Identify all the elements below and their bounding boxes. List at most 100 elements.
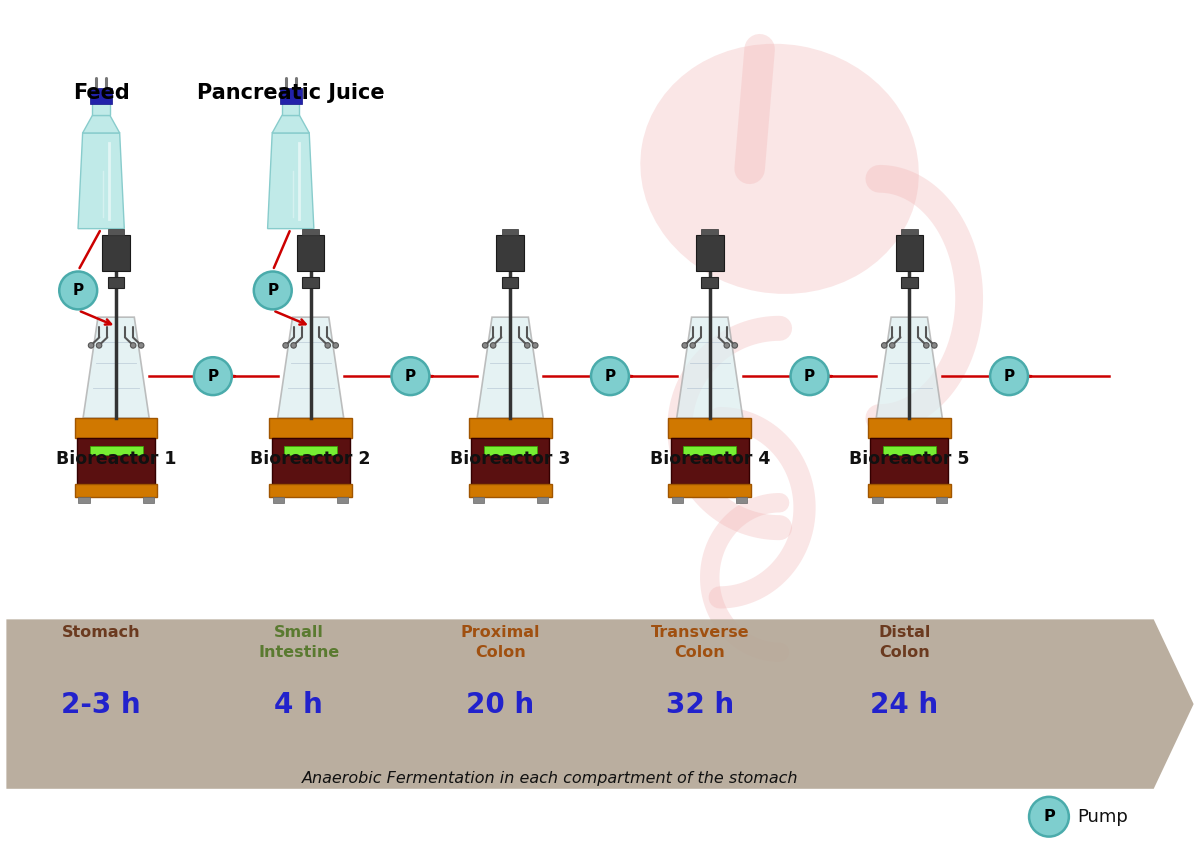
Bar — [871, 497, 883, 504]
Text: Anaerobic Fermentation in each compartment of the stomach: Anaerobic Fermentation in each compartme… — [302, 772, 798, 786]
Text: 24 h: 24 h — [870, 691, 938, 719]
Circle shape — [59, 271, 97, 310]
Bar — [108, 229, 125, 235]
Text: P: P — [404, 369, 416, 383]
Bar — [280, 88, 302, 104]
Bar — [672, 497, 683, 504]
Bar — [502, 229, 518, 235]
Bar — [337, 497, 348, 504]
Polygon shape — [272, 115, 310, 133]
Circle shape — [682, 343, 688, 349]
Bar — [901, 276, 918, 287]
Bar — [536, 497, 548, 504]
Circle shape — [391, 357, 430, 395]
Circle shape — [724, 343, 730, 349]
Text: Pump: Pump — [1076, 807, 1128, 826]
Bar — [77, 438, 155, 484]
Text: 4 h: 4 h — [275, 691, 323, 719]
Circle shape — [254, 271, 292, 310]
Circle shape — [690, 343, 696, 349]
Text: 2-3 h: 2-3 h — [61, 691, 140, 719]
Text: Stomach: Stomach — [62, 625, 140, 640]
Text: Feed: Feed — [73, 83, 130, 103]
Circle shape — [931, 343, 937, 349]
Bar — [74, 484, 157, 497]
Bar — [78, 497, 90, 504]
Text: Pancreatic Juice: Pancreatic Juice — [197, 83, 384, 103]
Bar — [269, 418, 352, 438]
Ellipse shape — [641, 44, 919, 294]
Bar — [271, 438, 349, 484]
Circle shape — [990, 357, 1028, 395]
Text: Transverse
Colon: Transverse Colon — [650, 625, 749, 660]
Bar — [702, 276, 718, 287]
Text: Bioreactor 4: Bioreactor 4 — [649, 450, 770, 468]
Circle shape — [325, 343, 330, 349]
Text: Distal
Colon: Distal Colon — [878, 625, 930, 660]
Bar — [901, 229, 918, 235]
Circle shape — [96, 343, 102, 349]
Text: Bioreactor 3: Bioreactor 3 — [450, 450, 570, 468]
Polygon shape — [6, 619, 1194, 789]
Text: Bioreactor 1: Bioreactor 1 — [56, 450, 176, 468]
Bar — [90, 445, 143, 455]
Bar — [868, 418, 950, 438]
Bar — [102, 235, 130, 271]
Circle shape — [283, 343, 288, 349]
Bar — [302, 229, 319, 235]
Circle shape — [290, 343, 296, 349]
Circle shape — [194, 357, 232, 395]
Bar — [671, 438, 749, 484]
Bar — [497, 235, 524, 271]
Bar — [92, 98, 110, 115]
Text: 32 h: 32 h — [666, 691, 734, 719]
Text: P: P — [268, 283, 278, 298]
Polygon shape — [478, 317, 544, 418]
Text: P: P — [1043, 809, 1055, 824]
Text: P: P — [73, 283, 84, 298]
Circle shape — [89, 343, 94, 349]
Circle shape — [889, 343, 895, 349]
Bar — [870, 438, 948, 484]
Circle shape — [138, 343, 144, 349]
Circle shape — [332, 343, 338, 349]
Circle shape — [1030, 797, 1069, 837]
Circle shape — [131, 343, 136, 349]
Circle shape — [592, 357, 629, 395]
Bar — [296, 235, 324, 271]
Circle shape — [732, 343, 738, 349]
Polygon shape — [78, 133, 125, 229]
Text: P: P — [605, 369, 616, 383]
Bar — [737, 497, 748, 504]
Bar — [895, 235, 923, 271]
Polygon shape — [876, 317, 942, 418]
Bar — [883, 445, 936, 455]
Bar — [284, 445, 337, 455]
Bar — [473, 497, 484, 504]
Circle shape — [482, 343, 488, 349]
Bar — [936, 497, 947, 504]
Bar — [702, 229, 718, 235]
Circle shape — [491, 343, 496, 349]
Circle shape — [533, 343, 538, 349]
Text: P: P — [1003, 369, 1015, 383]
Bar — [302, 276, 319, 287]
Polygon shape — [277, 317, 343, 418]
Polygon shape — [677, 317, 743, 418]
Text: Proximal
Colon: Proximal Colon — [461, 625, 540, 660]
Bar — [90, 88, 113, 104]
Circle shape — [524, 343, 530, 349]
Text: P: P — [804, 369, 815, 383]
Bar — [282, 98, 300, 115]
Text: Bioreactor 2: Bioreactor 2 — [251, 450, 371, 468]
Bar — [484, 445, 536, 455]
Bar — [108, 276, 125, 287]
Text: Bioreactor 5: Bioreactor 5 — [850, 450, 970, 468]
Bar — [269, 484, 352, 497]
Text: Small
Intestine: Small Intestine — [258, 625, 340, 660]
Bar — [74, 418, 157, 438]
Bar — [472, 438, 550, 484]
Bar — [502, 276, 518, 287]
Bar — [868, 484, 950, 497]
Bar — [469, 418, 552, 438]
